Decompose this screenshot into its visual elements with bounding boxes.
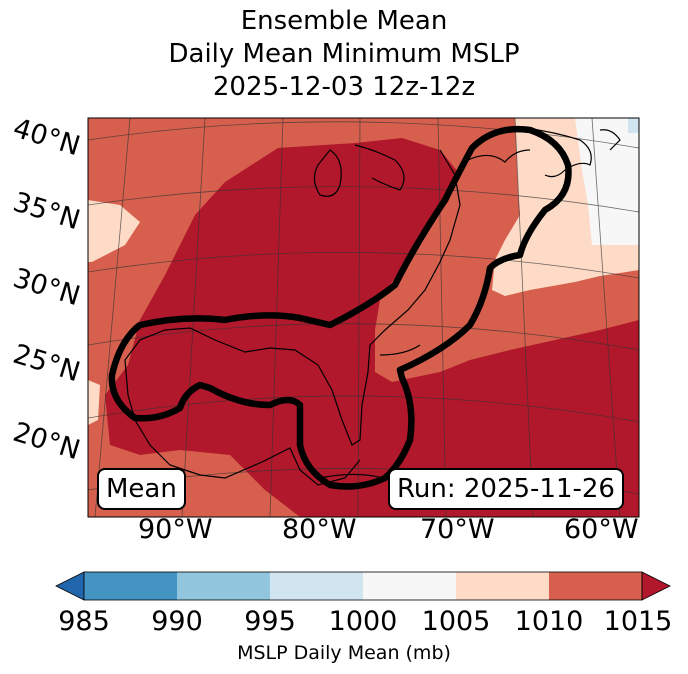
colorbar-tick-1010: 1010 — [514, 606, 584, 637]
colorbar-1010-1015 — [549, 572, 642, 600]
lon-label-70: 70°W — [420, 514, 495, 545]
run-date-box: Run: 2025-11-26 — [388, 468, 624, 510]
field-1005-1010-w — [88, 200, 140, 262]
contour-1015 — [108, 125, 572, 490]
colorbar-tick-985: 985 — [58, 606, 110, 637]
colorbar-tick-990: 990 — [151, 606, 203, 637]
lon-label-80: 80°W — [282, 514, 357, 545]
coastlines — [124, 127, 621, 486]
colorbar-985-990 — [84, 572, 177, 600]
field-995-1000-corner — [628, 118, 639, 133]
colorbar-995-1000 — [270, 572, 363, 600]
colorbar-1000-1005 — [363, 572, 456, 600]
colorbar-tick-1005: 1005 — [421, 606, 491, 637]
colorbar-tick-1000: 1000 — [328, 606, 398, 637]
colorbar-1005-1010 — [456, 572, 549, 600]
colorbar-tick-995: 995 — [244, 606, 296, 637]
colorbar-high-extension — [641, 571, 671, 601]
colorbar-label: MSLP Daily Mean (mb) — [237, 642, 451, 664]
field-above-1015 — [105, 138, 639, 517]
title-line-2: Daily Mean Minimum MSLP — [168, 39, 520, 69]
colorbar-990-995 — [177, 572, 270, 600]
field-1005-1010-sw — [88, 380, 100, 425]
lon-label-60: 60°W — [564, 514, 639, 545]
title-line-1: Ensemble Mean — [240, 6, 448, 36]
colorbar-tick-1015: 1015 — [603, 606, 673, 637]
mean-label-box: Mean — [97, 468, 186, 510]
title-line-3: 2025-12-03 12z-12z — [212, 72, 476, 102]
colorbar-low-extension — [55, 571, 85, 601]
lon-label-90: 90°W — [138, 514, 213, 545]
field-1000-1005-ne — [575, 118, 639, 245]
